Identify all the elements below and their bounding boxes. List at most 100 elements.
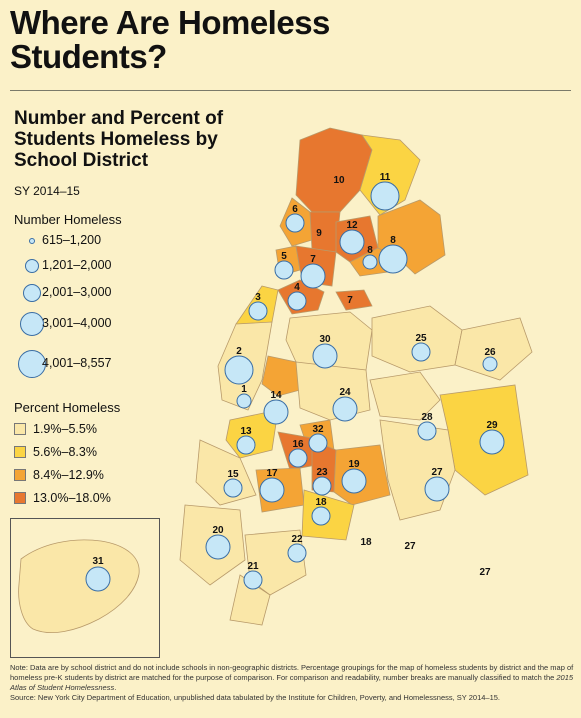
legend-percent-label: 1.9%–5.5% xyxy=(33,422,97,436)
divider xyxy=(10,90,571,91)
district-32-label: 32 xyxy=(312,424,324,435)
district-13-label: 13 xyxy=(240,426,252,437)
district-11-bubble xyxy=(370,181,400,211)
legend-percent-row: 13.0%–18.0% xyxy=(14,491,111,505)
legend-swatch xyxy=(14,423,26,435)
district-27-label: 27 xyxy=(479,567,491,578)
district-32-bubble xyxy=(308,433,328,453)
district-region xyxy=(261,355,301,397)
number-legend-heading: Number Homeless xyxy=(14,212,122,227)
district-21-bubble xyxy=(243,570,263,590)
district-12-bubble xyxy=(339,229,365,255)
page-title: Where Are Homeless Students? xyxy=(10,4,330,75)
district-6-label: 6 xyxy=(292,204,298,215)
school-year: SY 2014–15 xyxy=(14,184,80,198)
district-7-bubble xyxy=(300,263,326,289)
district-22-label: 22 xyxy=(291,534,303,545)
staten-island-inset: 31 xyxy=(10,518,160,658)
district-26-label: 26 xyxy=(484,347,496,358)
district-28-bubble xyxy=(417,421,437,441)
district-1-label: 1 xyxy=(241,384,247,395)
district-9-label: 9 xyxy=(316,228,322,239)
district-23-bubble xyxy=(312,476,332,496)
district-20-label: 20 xyxy=(212,525,224,536)
district-4-bubble xyxy=(287,291,307,311)
district-8-bubble xyxy=(378,244,408,274)
district-30-bubble xyxy=(312,343,338,369)
district-23-label: 23 xyxy=(316,467,328,478)
district-16-label: 16 xyxy=(292,439,304,450)
district-24-label: 24 xyxy=(339,387,351,398)
legend-number-label: 615–1,200 xyxy=(42,233,102,247)
district-15-label: 15 xyxy=(227,469,239,480)
district-10-label: 10 xyxy=(333,175,345,186)
district-15-bubble xyxy=(223,478,243,498)
district-3-bubble xyxy=(248,301,268,321)
map-subtitle: Number and Percent of Students Homeless … xyxy=(14,108,224,171)
district-27-label: 27 xyxy=(431,467,443,478)
district-8-label: 8 xyxy=(367,245,373,256)
district-18-label: 18 xyxy=(360,537,372,548)
district-17-label: 17 xyxy=(266,468,278,479)
legend-bubble-3 xyxy=(23,284,41,302)
district-2-bubble xyxy=(224,355,254,385)
legend-bubble-4 xyxy=(20,312,44,336)
legend-swatch xyxy=(14,469,26,481)
district-8-bubble xyxy=(362,254,378,270)
percent-legend-heading: Percent Homeless xyxy=(14,400,121,415)
legend-percent-label: 8.4%–12.9% xyxy=(33,468,104,482)
district-region xyxy=(295,127,373,213)
legend-percent-label: 13.0%–18.0% xyxy=(33,491,111,505)
district-11-label: 11 xyxy=(380,172,391,183)
legend-bubble-2 xyxy=(25,259,39,273)
district-31-label: 31 xyxy=(92,556,104,567)
district-19-label: 19 xyxy=(348,459,360,470)
district-region xyxy=(309,211,341,253)
district-7-label: 7 xyxy=(310,254,316,265)
district-19-bubble xyxy=(341,468,367,494)
district-18-label: 18 xyxy=(315,497,327,508)
district-1-bubble xyxy=(236,393,252,409)
legend-swatch xyxy=(14,492,26,504)
legend-percent-row: 8.4%–12.9% xyxy=(14,468,104,482)
inset-map: 31 xyxy=(18,539,140,634)
district-3-label: 3 xyxy=(255,292,261,303)
legend-swatch xyxy=(14,446,26,458)
district-27-bubble xyxy=(424,476,450,502)
district-region xyxy=(454,317,533,381)
district-region xyxy=(229,574,271,626)
district-31-bubble xyxy=(85,566,111,592)
district-8-label: 8 xyxy=(390,235,396,246)
district-region xyxy=(379,419,456,521)
legend-number-label: 2,001–3,000 xyxy=(42,285,112,299)
district-20-bubble xyxy=(205,534,231,560)
legend-percent-label: 5.6%–8.3% xyxy=(33,445,97,459)
district-27-label: 27 xyxy=(404,541,416,552)
legend-bubble-5 xyxy=(18,350,46,378)
legend-number-label: 4,001–8,557 xyxy=(42,356,112,370)
district-14-label: 14 xyxy=(270,390,282,401)
district-25-bubble xyxy=(411,342,431,362)
district-2-label: 2 xyxy=(236,346,242,357)
district-17-bubble xyxy=(259,477,285,503)
district-31-region xyxy=(18,539,140,634)
district-5-label: 5 xyxy=(281,251,287,262)
district-14-bubble xyxy=(263,399,289,425)
district-12-label: 12 xyxy=(346,220,358,231)
district-4-label: 4 xyxy=(294,282,300,293)
district-21-label: 21 xyxy=(247,561,259,572)
legend-percent-row: 1.9%–5.5% xyxy=(14,422,97,436)
district-region xyxy=(369,371,441,421)
district-16-bubble xyxy=(288,448,308,468)
district-26-bubble xyxy=(482,356,498,372)
district-5-bubble xyxy=(274,260,294,280)
legend-number-label: 1,201–2,000 xyxy=(42,258,112,272)
district-18-bubble xyxy=(311,506,331,526)
district-25-label: 25 xyxy=(415,333,427,344)
district-24-bubble xyxy=(332,396,358,422)
footnotes: Note: Data are by school district and do… xyxy=(10,663,575,703)
legend-bubble-1 xyxy=(29,238,35,244)
district-22-bubble xyxy=(287,543,307,563)
district-region xyxy=(335,289,373,311)
